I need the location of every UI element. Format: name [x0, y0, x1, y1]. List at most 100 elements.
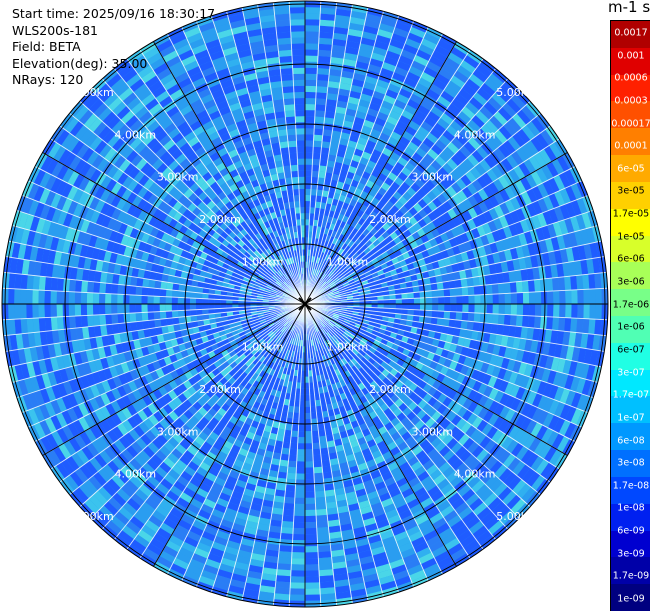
data-cell	[461, 278, 468, 287]
data-cell	[318, 50, 332, 57]
data-cell	[516, 315, 523, 327]
data-cell	[320, 593, 336, 600]
data-cell	[320, 153, 329, 160]
data-cell	[27, 318, 34, 333]
data-cell	[275, 581, 290, 588]
data-cell	[316, 509, 327, 516]
data-cell	[596, 289, 602, 305]
data-cell	[124, 322, 131, 332]
data-cell	[295, 492, 305, 498]
data-cell	[315, 485, 325, 492]
data-cell	[141, 295, 147, 304]
data-cell	[15, 319, 22, 335]
data-cell	[208, 299, 214, 304]
data-cell	[297, 443, 305, 449]
data-cell	[305, 473, 314, 479]
data-cell	[449, 280, 456, 289]
data-cell	[111, 314, 118, 325]
data-cell	[583, 289, 589, 304]
data-cell	[172, 297, 178, 304]
data-cell	[305, 92, 316, 98]
data-cell	[190, 304, 196, 310]
data-cell	[305, 146, 313, 152]
data-cell	[481, 304, 487, 314]
data-cell	[305, 443, 313, 449]
data-cell	[45, 317, 52, 331]
data-cell	[312, 159, 320, 166]
data-cell	[117, 294, 123, 304]
data-cell	[313, 147, 322, 154]
data-cell	[99, 293, 105, 304]
data-cell	[20, 304, 26, 319]
data-cell	[558, 277, 565, 291]
data-cell	[142, 321, 149, 330]
data-cell	[298, 437, 305, 443]
data-cell	[314, 129, 324, 136]
data-cell	[305, 540, 318, 546]
data-cell	[323, 129, 333, 136]
data-cell	[315, 110, 326, 117]
data-cell	[314, 467, 323, 474]
data-cell	[314, 122, 324, 129]
data-cell	[492, 314, 499, 325]
data-cell	[289, 455, 298, 462]
data-cell	[314, 479, 324, 486]
data-cell	[313, 461, 322, 468]
data-cell	[316, 92, 327, 99]
data-cell	[305, 104, 316, 110]
data-cell	[493, 294, 499, 304]
data-cell	[456, 304, 462, 312]
data-cell	[487, 304, 493, 314]
data-cell	[559, 304, 565, 318]
data-cell	[51, 291, 57, 304]
data-cell	[75, 304, 81, 316]
data-cell	[282, 521, 294, 528]
data-cell	[136, 278, 143, 287]
data-cell	[305, 195, 311, 201]
data-cell	[280, 454, 289, 461]
data-cell	[396, 299, 402, 304]
data-cell	[414, 304, 420, 310]
data-cell	[316, 503, 327, 510]
data-cell	[468, 313, 475, 322]
data-cell	[305, 407, 311, 413]
data-cell	[462, 304, 468, 313]
data-cell	[292, 540, 305, 546]
data-cell	[305, 413, 311, 419]
data-cell	[522, 315, 529, 327]
data-cell	[402, 299, 408, 304]
data-cell	[44, 304, 50, 318]
data-cell	[314, 135, 323, 142]
data-cell	[312, 437, 320, 444]
data-cell	[8, 304, 14, 320]
data-cell	[75, 280, 82, 292]
data-cell	[278, 551, 292, 558]
data-cell	[305, 570, 319, 576]
data-cell	[296, 473, 305, 479]
data-cell	[295, 486, 305, 492]
data-cell	[33, 318, 40, 333]
data-cell	[275, 587, 291, 594]
data-cell	[81, 292, 87, 304]
data-cell	[111, 294, 117, 304]
data-cell	[296, 480, 306, 486]
data-cell	[318, 545, 331, 552]
data-cell	[547, 291, 553, 304]
data-cell	[504, 315, 511, 326]
data-cell	[462, 295, 468, 304]
data-cell	[93, 282, 100, 293]
data-cell	[172, 304, 178, 311]
data-cell	[305, 201, 310, 207]
data-cell	[534, 279, 541, 292]
data-cell	[280, 533, 293, 540]
data-cell	[196, 304, 202, 310]
data-cell	[323, 478, 333, 485]
data-cell	[305, 122, 315, 128]
data-cell	[292, 546, 305, 552]
data-cell	[312, 165, 320, 172]
data-cell	[105, 304, 111, 315]
data-cell	[316, 80, 328, 87]
data-cell	[296, 467, 305, 473]
data-cell	[285, 485, 295, 492]
data-cell	[486, 314, 493, 324]
